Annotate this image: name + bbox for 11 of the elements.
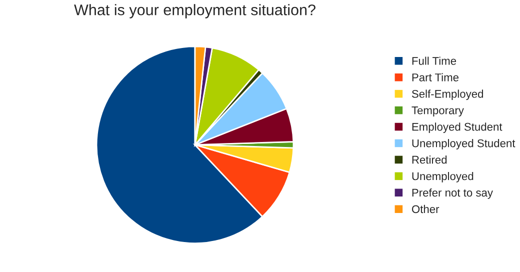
- legend-label: Part Time: [412, 73, 459, 82]
- legend-label: Unemployed: [412, 172, 474, 182]
- legend-label: Prefer not to say: [412, 188, 493, 199]
- legend-label: Self-Employed: [412, 90, 484, 100]
- legend-label: Unemployed Student: [412, 139, 516, 150]
- legend-label: Full Time: [412, 56, 456, 65]
- legend-label: Other: [412, 204, 440, 214]
- chart-title: What is your employment situation?: [74, 4, 316, 18]
- legend-label: Temporary: [412, 106, 464, 116]
- legend-label: Retired: [412, 156, 447, 164]
- legend-label: Employed Student: [412, 122, 502, 133]
